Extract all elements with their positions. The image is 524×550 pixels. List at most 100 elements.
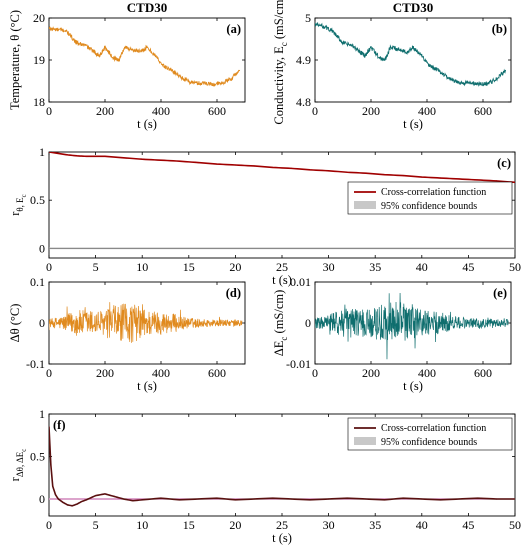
- data-point: [113, 495, 115, 498]
- data-point: [188, 81, 190, 83]
- x-tick-label: 50: [509, 260, 521, 274]
- data-point: [253, 165, 255, 167]
- y-tick-label: 4.8: [296, 95, 311, 109]
- data-point: [238, 69, 240, 72]
- data-point: [309, 169, 311, 171]
- data-point: [171, 69, 173, 72]
- data-point: [216, 497, 218, 499]
- data-point: [146, 46, 148, 49]
- data-point: [222, 82, 224, 84]
- data-point: [178, 499, 181, 501]
- x-tick-label: 20: [229, 260, 241, 274]
- data-point: [458, 498, 460, 500]
- data-point: [180, 76, 182, 78]
- data-point: [383, 174, 386, 176]
- data-point: [104, 46, 106, 49]
- x-tick-label: 400: [152, 366, 170, 380]
- data-point: [76, 503, 78, 505]
- x-tick-label: 25: [276, 260, 288, 274]
- data-point: [514, 181, 515, 183]
- data-point: [234, 164, 236, 166]
- data-point: [350, 44, 352, 46]
- data-point: [178, 160, 181, 162]
- series-line: [315, 293, 509, 360]
- x-tick-label: 200: [362, 104, 380, 118]
- data-point: [141, 499, 143, 501]
- x-tick-label: 0: [46, 260, 52, 274]
- x-tick-label: 200: [96, 366, 114, 380]
- x-tick-label: 20: [229, 518, 241, 532]
- legend: Cross-correlation function 95% confidence…: [347, 181, 513, 215]
- panel-label: (f): [53, 418, 66, 432]
- data-point: [322, 25, 324, 27]
- y-tick-label: 0.01: [290, 275, 311, 289]
- data-point: [421, 498, 423, 500]
- x-tick-label: 200: [362, 366, 380, 380]
- x-tick-label: 45: [462, 260, 474, 274]
- x-tick-label: 0: [46, 518, 52, 532]
- data-point: [234, 499, 236, 501]
- x-tick-label: 0: [46, 104, 52, 118]
- data-point: [56, 29, 59, 31]
- legend: Cross-correlation function 95% confidence…: [347, 417, 513, 451]
- data-point: [328, 170, 330, 172]
- data-point: [272, 166, 274, 169]
- data-point: [95, 155, 97, 157]
- x-tick-label: 45: [462, 518, 474, 532]
- plot-area: [315, 293, 509, 360]
- panel-label: (e): [493, 286, 507, 300]
- x-tick-label: 200: [96, 104, 114, 118]
- axes-box: [48, 17, 246, 103]
- data-point: [71, 505, 73, 507]
- y-tick-label: 0.5: [30, 450, 45, 464]
- series-line: [49, 302, 243, 343]
- data-point: [124, 46, 126, 49]
- data-point: [421, 176, 423, 178]
- x-tick-label: 15: [183, 518, 195, 532]
- data-point: [336, 36, 338, 38]
- x-tick-label: 400: [418, 366, 436, 380]
- y-tick-label: 4.9: [296, 53, 311, 67]
- data-point: [412, 46, 414, 49]
- data-point: [504, 69, 506, 72]
- data-point: [85, 155, 87, 157]
- data-point: [50, 464, 52, 466]
- data-point: [118, 59, 120, 61]
- data-point: [495, 498, 497, 500]
- panel-label: (c): [497, 156, 511, 170]
- axes-box: [314, 17, 512, 103]
- x-axis-label: t (s): [137, 379, 157, 393]
- data-point: [420, 55, 422, 57]
- y-tick-label: 0: [39, 241, 45, 255]
- plot-area: [315, 21, 506, 87]
- data-point: [65, 30, 67, 32]
- plot-area: [49, 26, 240, 87]
- data-point: [196, 82, 198, 84]
- data-point: [290, 167, 292, 169]
- x-tick-label: 35: [369, 260, 381, 274]
- x-axis-label: t (s): [272, 273, 292, 287]
- y-axis-label: rΔθ, ΔEc: [8, 449, 28, 482]
- legend-entry-confidence: 95% confidence bounds: [381, 201, 477, 212]
- data-point: [398, 48, 400, 51]
- data-point: [342, 42, 344, 44]
- data-point: [62, 501, 64, 503]
- data-point: [439, 499, 442, 501]
- legend-entry-xcorr: Cross-correlation function: [381, 423, 486, 434]
- data-point: [76, 155, 78, 157]
- y-axis-label: ΔEc (mS/cm): [272, 290, 289, 357]
- x-axis-label: t (s): [272, 531, 292, 545]
- data-point: [462, 82, 464, 84]
- x-tick-label: 50: [509, 518, 521, 532]
- data-point: [365, 172, 367, 174]
- legend-band-swatch: [354, 437, 376, 445]
- data-point: [205, 82, 207, 84]
- panel-c: 0 5 10 15 20 25 30 35 40 45 50 0 0.5 1 t (s) rθ, Ec (c) C…: [8, 145, 521, 287]
- data-point: [216, 163, 218, 165]
- plot-area: [49, 302, 243, 343]
- x-tick-label: 15: [183, 260, 195, 274]
- legend-band-swatch: [354, 201, 376, 209]
- data-point: [488, 82, 490, 84]
- data-point: [477, 179, 479, 181]
- data-point: [140, 51, 142, 53]
